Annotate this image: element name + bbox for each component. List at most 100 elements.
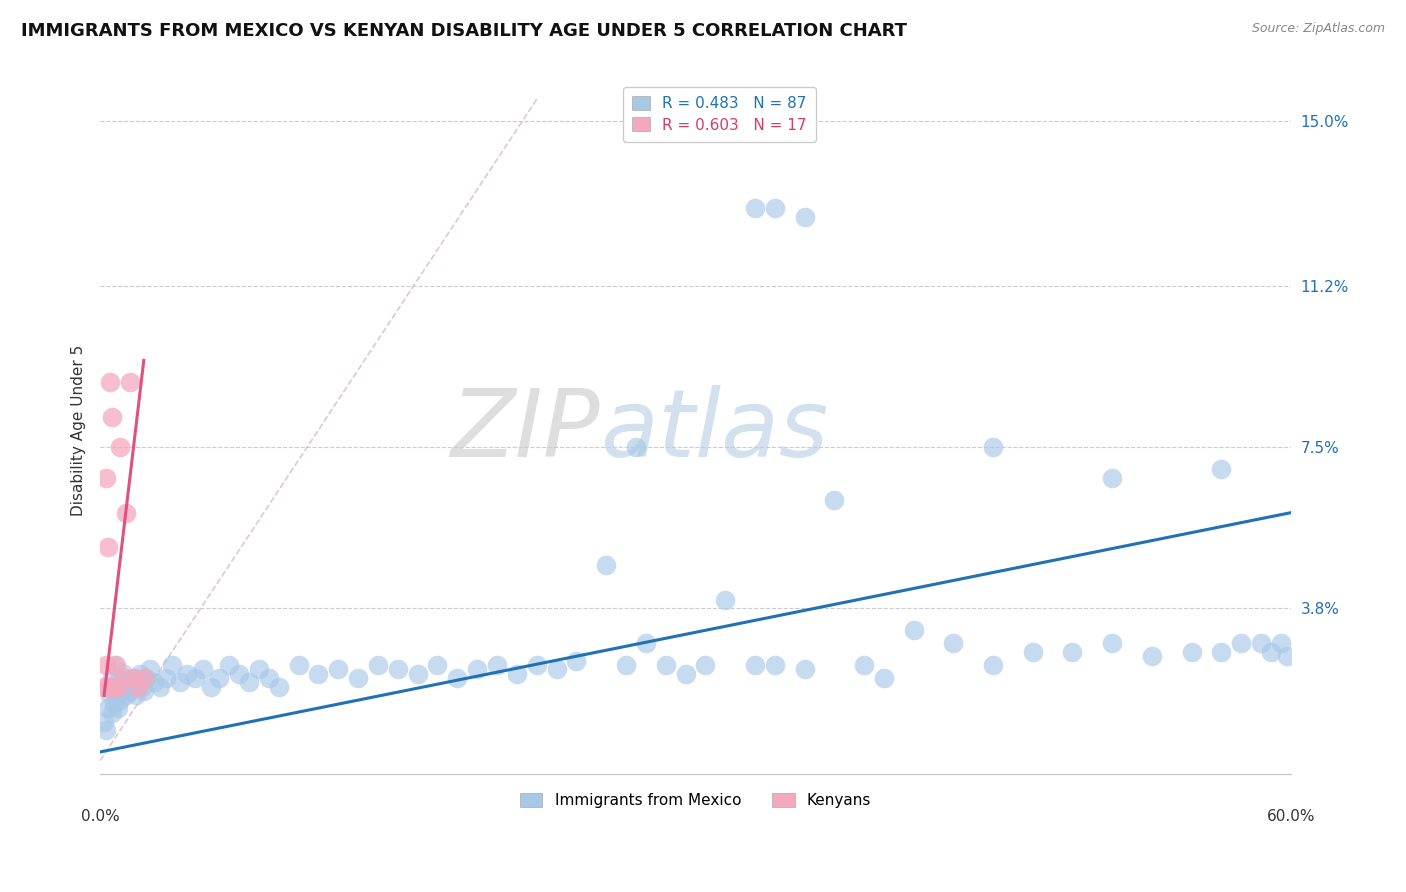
Point	[128, 666, 150, 681]
Point	[981, 441, 1004, 455]
Point	[793, 662, 815, 676]
Point	[112, 671, 135, 685]
Point	[981, 657, 1004, 672]
Y-axis label: Disability Age Under 5: Disability Age Under 5	[72, 344, 86, 516]
Point	[1260, 645, 1282, 659]
Point	[565, 654, 588, 668]
Point	[238, 675, 260, 690]
Point	[287, 657, 309, 672]
Point	[1275, 649, 1298, 664]
Point	[763, 657, 786, 672]
Text: Source: ZipAtlas.com: Source: ZipAtlas.com	[1251, 22, 1385, 36]
Point	[546, 662, 568, 676]
Point	[200, 680, 222, 694]
Text: 0.0%: 0.0%	[80, 808, 120, 823]
Point	[94, 723, 117, 738]
Point	[132, 684, 155, 698]
Point	[105, 657, 128, 672]
Point	[406, 666, 429, 681]
Point	[97, 680, 120, 694]
Point	[107, 701, 129, 715]
Point	[1140, 649, 1163, 664]
Point	[1211, 462, 1233, 476]
Text: ZIP: ZIP	[450, 384, 600, 475]
Point	[155, 671, 177, 685]
Point	[446, 671, 468, 685]
Point	[108, 692, 131, 706]
Point	[1250, 636, 1272, 650]
Point	[218, 657, 240, 672]
Point	[347, 671, 370, 685]
Point	[426, 657, 449, 672]
Point	[695, 657, 717, 672]
Point	[624, 441, 647, 455]
Point	[108, 441, 131, 455]
Point	[485, 657, 508, 672]
Point	[122, 671, 145, 685]
Point	[1270, 636, 1292, 650]
Point	[465, 662, 488, 676]
Point	[763, 201, 786, 215]
Point	[1022, 645, 1045, 659]
Point	[228, 666, 250, 681]
Point	[1101, 636, 1123, 650]
Point	[118, 375, 141, 389]
Point	[97, 541, 120, 555]
Point	[387, 662, 409, 676]
Point	[125, 689, 148, 703]
Legend: Immigrants from Mexico, Kenyans: Immigrants from Mexico, Kenyans	[513, 787, 877, 814]
Point	[98, 680, 121, 694]
Text: 60.0%: 60.0%	[1267, 808, 1315, 823]
Point	[105, 689, 128, 703]
Point	[853, 657, 876, 672]
Point	[107, 680, 129, 694]
Point	[1101, 471, 1123, 485]
Point	[307, 666, 329, 681]
Text: IMMIGRANTS FROM MEXICO VS KENYAN DISABILITY AGE UNDER 5 CORRELATION CHART: IMMIGRANTS FROM MEXICO VS KENYAN DISABIL…	[21, 22, 907, 40]
Point	[942, 636, 965, 650]
Point	[257, 671, 280, 685]
Point	[142, 675, 165, 690]
Point	[98, 375, 121, 389]
Point	[208, 671, 231, 685]
Point	[526, 657, 548, 672]
Point	[93, 680, 115, 694]
Point	[103, 680, 125, 694]
Point	[675, 666, 697, 681]
Point	[131, 680, 153, 694]
Point	[94, 657, 117, 672]
Text: atlas: atlas	[600, 384, 828, 475]
Point	[247, 662, 270, 676]
Point	[595, 558, 617, 572]
Point	[1062, 645, 1084, 659]
Point	[634, 636, 657, 650]
Point	[93, 714, 115, 729]
Point	[132, 671, 155, 685]
Point	[176, 666, 198, 681]
Point	[111, 684, 134, 698]
Point	[105, 680, 128, 694]
Point	[367, 657, 389, 672]
Point	[823, 492, 845, 507]
Point	[101, 706, 124, 720]
Point	[94, 471, 117, 485]
Point	[122, 671, 145, 685]
Point	[744, 657, 766, 672]
Point	[1230, 636, 1253, 650]
Point	[614, 657, 637, 672]
Point	[103, 657, 125, 672]
Point	[160, 657, 183, 672]
Point	[138, 662, 160, 676]
Point	[135, 671, 157, 685]
Point	[101, 409, 124, 424]
Point	[127, 675, 149, 690]
Point	[506, 666, 529, 681]
Point	[115, 689, 138, 703]
Point	[1211, 645, 1233, 659]
Point	[714, 592, 737, 607]
Point	[98, 689, 121, 703]
Point	[112, 666, 135, 681]
Point	[744, 201, 766, 215]
Point	[1180, 645, 1202, 659]
Point	[193, 662, 215, 676]
